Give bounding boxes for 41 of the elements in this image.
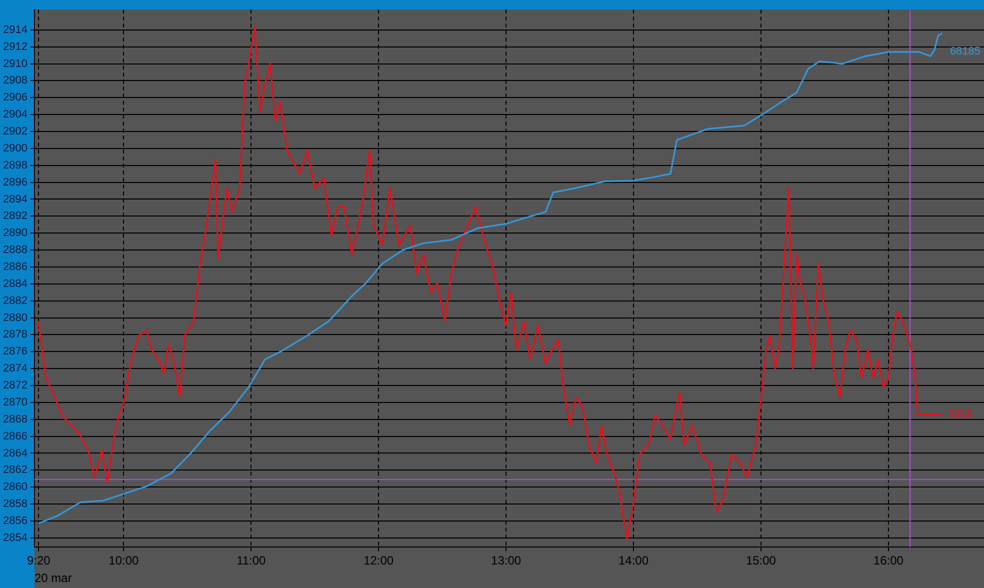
y-tick-label: 2902 xyxy=(2,126,28,138)
y-tick-label: 2870 xyxy=(2,396,28,408)
y-tick-label: 2854 xyxy=(2,532,28,544)
y-tick-label: 2876 xyxy=(2,346,28,358)
x-tick-label: 13:00 xyxy=(491,554,522,568)
x-tick-label: 11:00 xyxy=(236,554,266,568)
y-tick-label: 2900 xyxy=(2,142,28,154)
x-tick-label: 16:00 xyxy=(873,554,904,568)
y-tick-label: 2908 xyxy=(2,74,28,87)
y-tick-label: 2886 xyxy=(2,261,28,273)
y-tick-label: 2904 xyxy=(2,108,28,121)
y-tick-label: 2858 xyxy=(2,498,28,510)
y-tick-label: 2898 xyxy=(2,159,28,172)
y-tick-label: 2856 xyxy=(2,514,28,527)
y-tick-label: 2880 xyxy=(2,312,28,324)
annotation: 68185 xyxy=(950,45,981,58)
data-label: 2869 xyxy=(948,408,972,420)
x-tick-label: 14:00 xyxy=(618,554,649,568)
y-tick-label: 2864 xyxy=(2,447,28,460)
y-tick-label: 2888 xyxy=(2,244,28,256)
x-axis-title: 20 mar xyxy=(34,571,72,586)
y-tick-label: 2884 xyxy=(2,278,28,290)
y-tick-label: 2894 xyxy=(2,193,28,206)
y-tick-label: 2890 xyxy=(2,227,28,240)
y-tick-label: 2892 xyxy=(2,210,28,222)
y-tick-label: 2868 xyxy=(2,413,28,426)
y-tick-label: 2862 xyxy=(2,464,28,476)
x-tick-label: 15:00 xyxy=(746,554,776,568)
y-tick-label: 2882 xyxy=(2,294,28,307)
y-tick-label: 2860 xyxy=(2,481,28,494)
y-tick-label: 2912 xyxy=(2,40,28,53)
y-tick-label: 2914 xyxy=(2,24,28,36)
x-tick-label: 10:00 xyxy=(108,554,140,568)
y-tick-label: 2906 xyxy=(2,92,28,104)
y-tick-label: 2896 xyxy=(2,176,28,188)
y-tick-label: 2866 xyxy=(2,430,28,442)
y-tick-label: 2878 xyxy=(2,328,28,341)
y-tick-label: 2910 xyxy=(2,58,28,70)
y-tick-label: 2872 xyxy=(2,380,28,392)
y-tick-label: 2874 xyxy=(2,362,28,375)
x-tick-label: 12:00 xyxy=(364,554,394,568)
